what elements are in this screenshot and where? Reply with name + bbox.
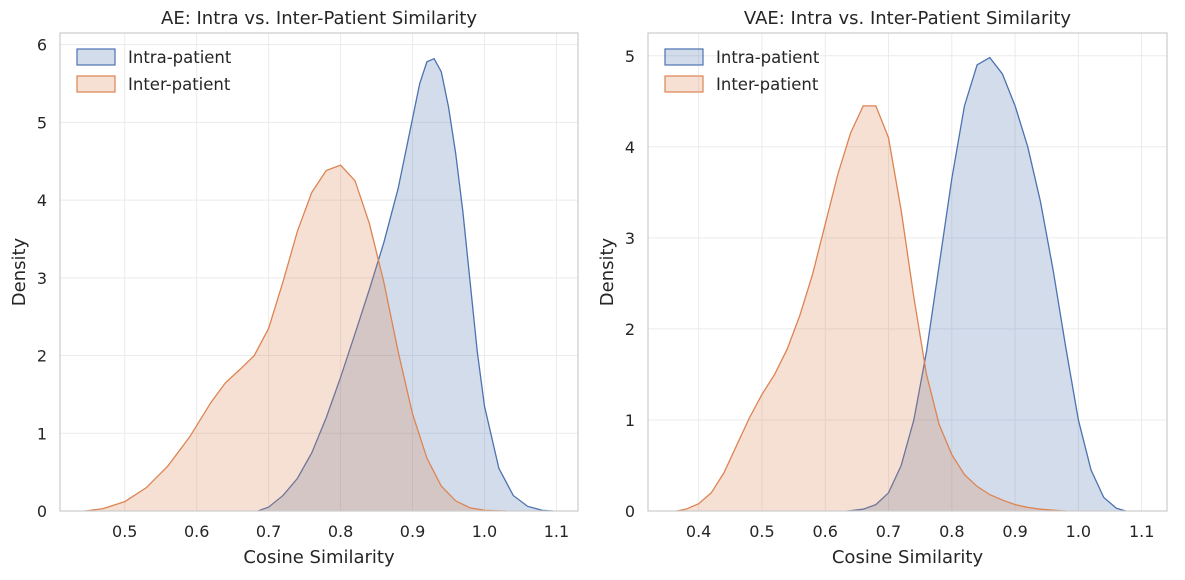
y-tick-label: 5 — [625, 47, 635, 66]
legend: Intra-patient Inter-patient — [76, 48, 232, 94]
x-tick-label: 0.9 — [1002, 522, 1027, 541]
x-tick-label: 0.8 — [328, 522, 353, 541]
plot-area — [60, 33, 578, 511]
x-tick-label: 0.8 — [939, 522, 964, 541]
y-tick-label: 4 — [625, 138, 635, 157]
x-axis-label: Cosine Similarity — [832, 547, 984, 568]
density-line-inter — [676, 105, 1066, 512]
x-tick-label: 1.1 — [1129, 522, 1154, 541]
legend-label-inter: Inter-patient — [716, 75, 819, 94]
y-tick-label: 2 — [625, 320, 635, 339]
x-tick-label: 0.7 — [256, 522, 281, 541]
y-tick-label: 0 — [37, 502, 47, 521]
y-tick-label: 3 — [37, 269, 47, 288]
x-axis-label: Cosine Similarity — [243, 547, 395, 568]
x-tick-label: 0.5 — [749, 522, 774, 541]
y-tick-label: 0 — [625, 502, 635, 521]
density-area-inter — [676, 105, 1066, 511]
y-tick-label: 5 — [37, 113, 47, 132]
density-line-intra — [847, 56, 1127, 512]
plot-area — [648, 33, 1167, 511]
chart-title: VAE: Intra vs. Inter-Patient Similarity — [744, 8, 1071, 29]
y-tick-label: 1 — [37, 424, 47, 443]
x-tick-label: 1.0 — [1066, 522, 1091, 541]
density-area-inter — [85, 165, 507, 511]
legend-label-intra: Intra-patient — [128, 48, 232, 67]
ae-chart-panel: 0.5 0.6 0.7 0.8 0.9 1.0 1.1 0 1 2 3 4 5 6 AE: Intra vs… — [9, 8, 579, 568]
y-tick-label: 4 — [37, 191, 47, 210]
y-tick-label: 6 — [37, 36, 47, 55]
x-tick-label: 1.1 — [544, 522, 569, 541]
legend: Intra-patient Inter-patient — [664, 48, 820, 94]
x-tick-label: 0.5 — [112, 522, 137, 541]
density-area-intra — [847, 57, 1126, 511]
x-tick-label: 0.9 — [400, 522, 425, 541]
y-axis-label: Density — [9, 237, 30, 306]
plot-frame — [59, 32, 579, 512]
x-tick-label: 0.6 — [184, 522, 209, 541]
x-tick-label: 0.6 — [812, 522, 837, 541]
y-tick-label: 2 — [37, 347, 47, 366]
x-tick-label: 0.7 — [876, 522, 901, 541]
legend-swatch-intra — [664, 48, 704, 66]
density-area-intra — [257, 58, 553, 512]
legend-swatch-intra — [76, 48, 116, 66]
y-tick-label: 3 — [625, 229, 635, 248]
legend-label-intra: Intra-patient — [716, 48, 820, 67]
x-tick-label: 0.4 — [686, 522, 711, 541]
legend-swatch-inter — [664, 75, 704, 93]
y-tick-label: 1 — [625, 411, 635, 430]
vae-chart-panel: 0.4 0.5 0.6 0.7 0.8 0.9 1.0 1.1 0 1 2 3 4 5 VAE: Intra… — [597, 8, 1168, 568]
legend-label-inter: Inter-patient — [128, 75, 231, 94]
chart-title: AE: Intra vs. Inter-Patient Similarity — [161, 8, 477, 29]
plot-frame — [647, 32, 1168, 512]
y-axis-label: Density — [597, 237, 618, 306]
x-tick-label: 1.0 — [472, 522, 497, 541]
legend-swatch-inter — [76, 75, 116, 93]
density-line-intra — [257, 57, 553, 512]
density-line-inter — [85, 164, 507, 512]
